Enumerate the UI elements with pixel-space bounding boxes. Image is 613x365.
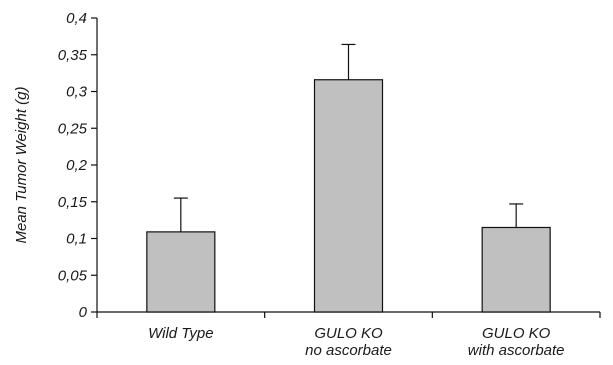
y-tick-label: 0,2 [66,157,88,174]
y-tick-label: 0,3 [66,84,88,101]
bar [146,231,216,313]
bar [313,79,384,313]
plot-area: 0 0,05 0,1 0,15 0,2 0,25 0,3 0,35 0,4 Wild Type GU… [58,10,601,359]
y-axis-title: Mean Tumor Weight (g) [13,87,30,244]
x-category-label: Wild Type [148,325,213,342]
bar [481,226,551,313]
y-tick-label: 0,1 [66,231,87,248]
y-tick-label: 0,4 [66,10,87,27]
y-tick-label: 0,05 [58,267,88,284]
y-tick-label: 0,35 [58,47,88,64]
x-category-label: with ascorbate [468,342,565,359]
y-tick-label: 0 [79,304,88,321]
y-tick-label: 0,25 [58,120,88,137]
x-category-label: GULO KO [314,325,383,342]
x-category-label: no ascorbate [305,342,392,359]
x-category-label: GULO KO [482,325,551,342]
y-tick-label: 0,15 [58,194,88,211]
